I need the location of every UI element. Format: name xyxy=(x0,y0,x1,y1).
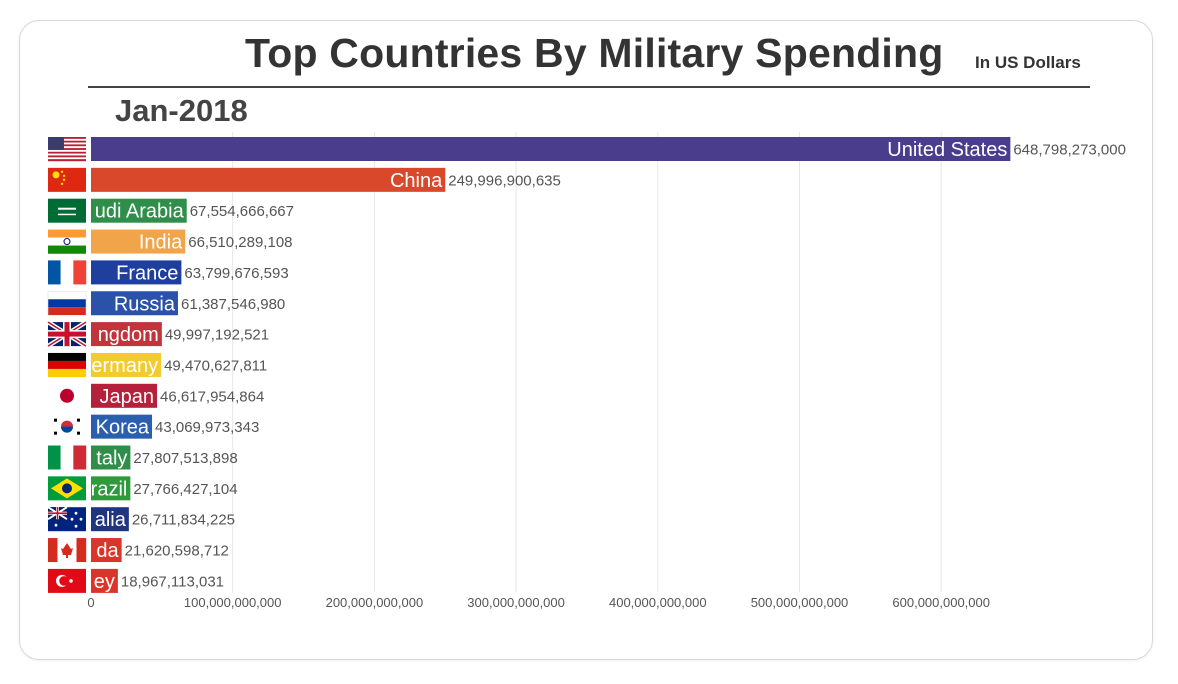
x-tick-label: 400,000,000,000 xyxy=(609,595,707,610)
flag-saudi-arabia-icon xyxy=(48,198,86,223)
bar-india xyxy=(91,229,186,254)
bar-label: India xyxy=(139,232,183,254)
bar-united-states xyxy=(91,137,1011,161)
bar-label: France xyxy=(116,262,178,284)
bar-label: China xyxy=(390,170,443,192)
flag-germany-icon xyxy=(48,352,86,378)
bar-label: alia xyxy=(95,509,127,531)
flag-france-icon xyxy=(48,260,87,285)
value-label: 648,798,273,000 xyxy=(1013,142,1126,159)
bar-label: ngdom xyxy=(98,324,159,346)
value-label: 26,711,834,225 xyxy=(132,512,235,529)
date-label: Jan-2018 xyxy=(115,93,248,128)
value-label: 249,996,900,635 xyxy=(448,172,561,189)
x-tick-label: 500,000,000,000 xyxy=(751,595,849,610)
value-label: 61,387,546,980 xyxy=(181,296,285,313)
flag-india-icon xyxy=(48,229,86,254)
value-label: 46,617,954,864 xyxy=(160,388,264,405)
flag-russia-icon xyxy=(47,291,87,316)
bar-label: ermany xyxy=(91,355,158,377)
bar-australia xyxy=(91,507,129,532)
chart-frame xyxy=(19,20,1153,660)
bar-canada xyxy=(91,538,122,563)
bar-label: ey xyxy=(94,571,115,593)
chart-subtitle: In US Dollars xyxy=(975,53,1081,72)
x-tick-label: 600,000,000,000 xyxy=(892,595,990,610)
flag-south-korea-icon xyxy=(48,414,86,439)
title-divider xyxy=(88,86,1090,88)
bar-brazil xyxy=(91,476,131,501)
flag-united-states-icon xyxy=(48,137,86,162)
bar-turkey xyxy=(91,568,118,593)
value-label: 27,766,427,104 xyxy=(133,481,237,498)
value-label: 66,510,289,108 xyxy=(188,234,292,251)
flag-turkey-icon xyxy=(48,568,86,593)
flag-brazil-icon xyxy=(48,476,86,501)
flag-italy-icon xyxy=(48,445,87,470)
bar-label: udi Arabia xyxy=(95,201,185,223)
bar-germany xyxy=(91,352,162,377)
bar-japan xyxy=(91,383,158,408)
bar-china xyxy=(91,167,446,192)
bar-label: da xyxy=(96,540,119,562)
bar-label: United States xyxy=(887,139,1007,161)
x-tick-label: 200,000,000,000 xyxy=(326,595,424,610)
bar-russia xyxy=(91,291,178,316)
flag-united-kingdom-icon xyxy=(46,320,88,349)
bar-saudi-arabia xyxy=(91,198,187,223)
value-label: 27,807,513,898 xyxy=(133,450,237,467)
flag-australia-icon xyxy=(47,506,86,532)
value-label: 43,069,973,343 xyxy=(155,419,259,436)
x-tick-label: 300,000,000,000 xyxy=(467,595,565,610)
bar-united-kingdom xyxy=(91,322,162,347)
value-label: 49,997,192,521 xyxy=(165,327,269,344)
flag-china-icon xyxy=(48,167,86,192)
x-tick-label: 0 xyxy=(87,595,94,610)
value-label: 21,620,598,712 xyxy=(125,543,229,560)
bar-label: taly xyxy=(96,448,127,470)
bar-label: Japan xyxy=(100,386,155,408)
flag-canada-icon xyxy=(48,538,87,563)
chart-title: Top Countries By Military Spending xyxy=(245,30,944,76)
value-label: 67,554,666,667 xyxy=(190,203,294,220)
flag-japan-icon xyxy=(48,383,86,408)
value-label: 63,799,676,593 xyxy=(184,265,288,282)
value-label: 49,470,627,811 xyxy=(164,357,267,374)
bar-south-korea xyxy=(91,414,153,439)
value-label: 18,967,113,031 xyxy=(121,573,224,590)
bar-france xyxy=(91,260,182,285)
bar-label: Korea xyxy=(96,417,150,439)
bar-italy xyxy=(91,445,131,470)
bar-label: razil xyxy=(91,478,128,500)
bar-label: Russia xyxy=(114,293,176,315)
x-tick-label: 100,000,000,000 xyxy=(184,595,282,610)
